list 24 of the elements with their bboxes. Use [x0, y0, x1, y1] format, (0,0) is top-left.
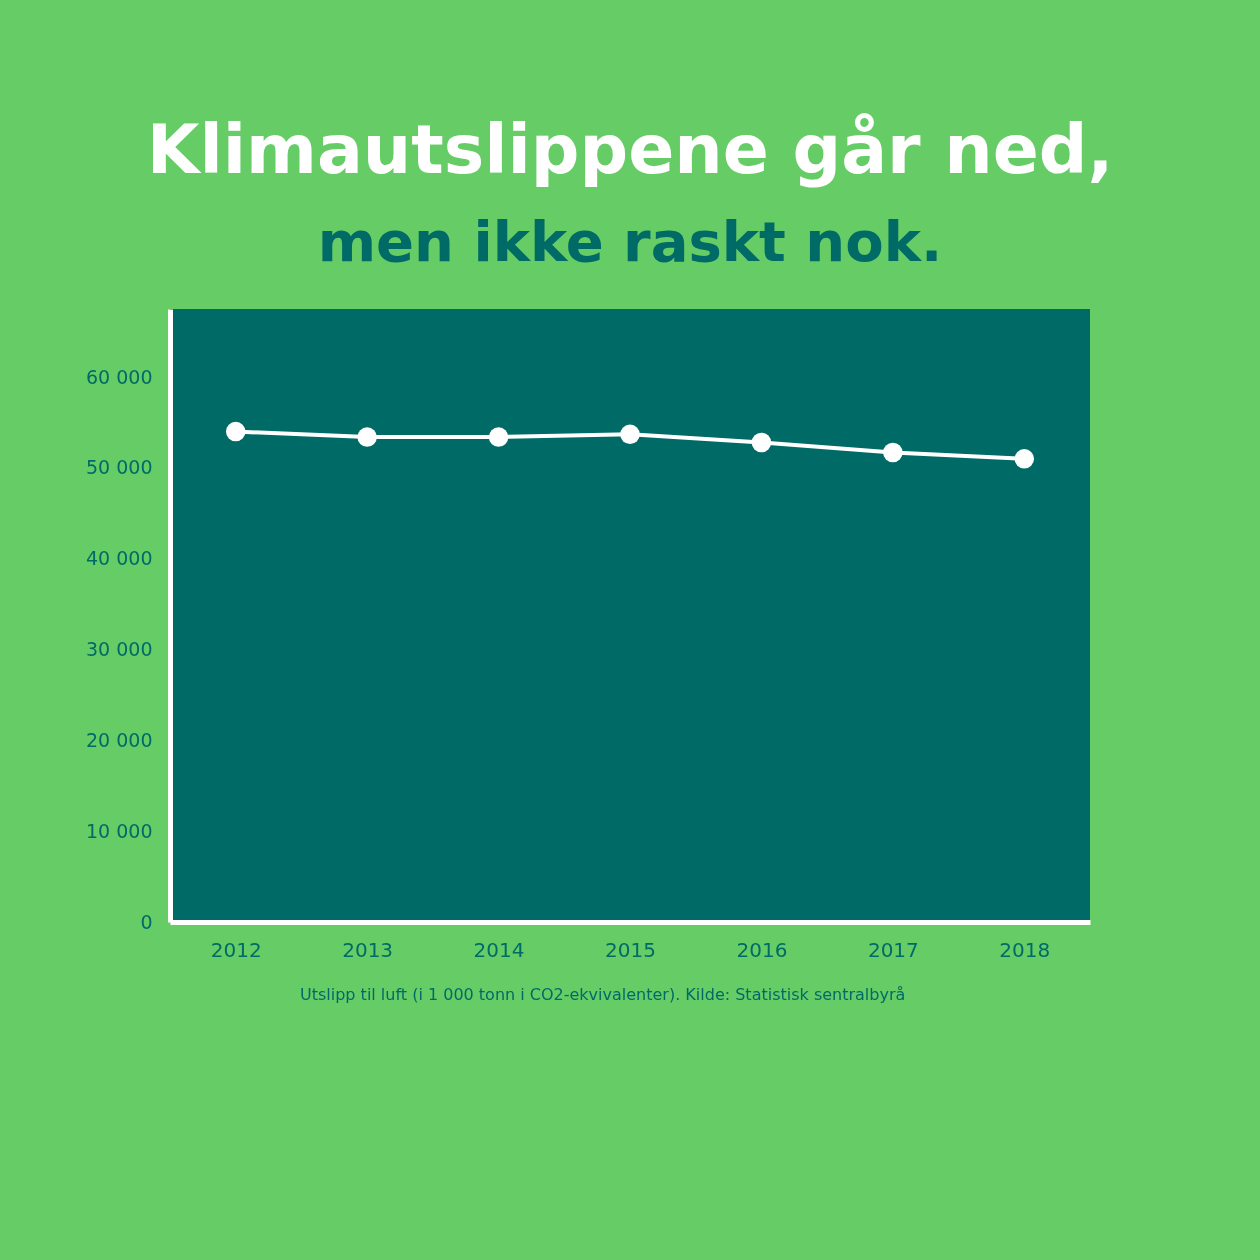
y-tick-label: 10 000 — [86, 819, 153, 842]
point — [488, 427, 509, 447]
x-tick-label: 2018 — [999, 937, 1051, 962]
chart-title: Klimautslippene går ned, — [145, 109, 1115, 189]
chart-subtitle: men ikke raskt nok. — [316, 209, 944, 274]
point — [883, 442, 903, 463]
y-tick-label: 30 000 — [86, 638, 153, 661]
x-tick-label: 2015 — [605, 937, 656, 962]
x-tick-label: 2012 — [210, 937, 262, 962]
x-tick-label: 2017 — [867, 937, 919, 962]
y-tick-label: 40 000 — [86, 547, 153, 570]
x-tick-label: 2014 — [473, 937, 525, 962]
point — [620, 424, 640, 445]
y-tick-label: 0 — [140, 910, 153, 933]
y-tick-label: 50 000 — [86, 456, 153, 479]
y-tick-label: 60 000 — [86, 365, 153, 388]
point — [1014, 449, 1035, 469]
point — [357, 427, 377, 447]
point — [751, 432, 772, 453]
y-tick-label: 20 000 — [86, 728, 153, 751]
text: Utslipp til luft (i 1 000 tonn i CO2-ekvivalenter). Kilde: Statistisk sentralbyrå — [300, 985, 907, 1004]
x-tick-label: 2016 — [736, 937, 788, 962]
point — [225, 421, 246, 442]
x-tick-label: 2013 — [342, 937, 394, 962]
